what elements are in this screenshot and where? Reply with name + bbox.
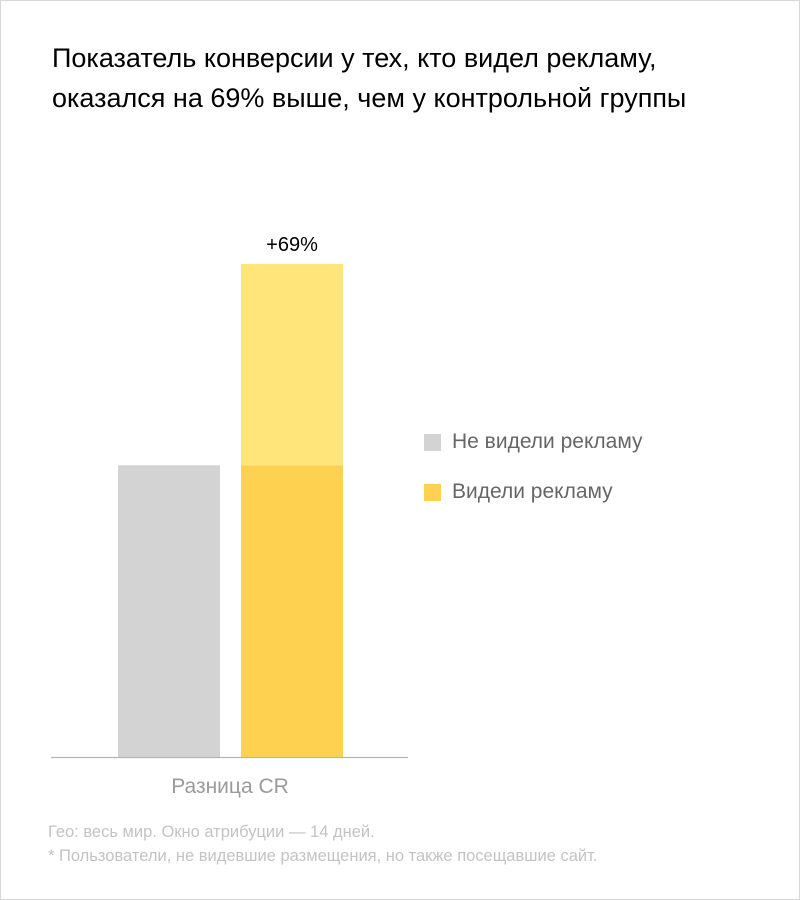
- footnote-geo: Гео: весь мир. Окно атрибуции — 14 дней.: [48, 823, 375, 841]
- chart-title: Показатель конверсии у тех, кто видел ре…: [52, 43, 687, 113]
- bar-seen-base: [241, 465, 343, 757]
- legend-swatch-not-seen: [424, 433, 441, 451]
- chart-legend: Не видели рекламу Видели рекламу: [424, 428, 643, 528]
- footnotes: Гео: весь мир. Окно атрибуции — 14 дней.…: [48, 820, 597, 868]
- uplift-data-label: +69%: [266, 234, 318, 256]
- legend-label-not-seen: Не видели рекламу: [452, 430, 643, 453]
- legend-item-seen: Видели рекламу: [424, 478, 643, 506]
- x-tick-label: Разница CR: [171, 775, 289, 798]
- footnote-control-group: * Пользователи, не видевшие размещения, …: [48, 847, 598, 865]
- legend-swatch-seen: [424, 483, 441, 501]
- legend-item-not-seen: Не видели рекламу: [424, 428, 643, 456]
- bar-control-group: [118, 465, 220, 757]
- bar-seen-uplift: [241, 264, 343, 466]
- legend-label-seen: Видели рекламу: [452, 480, 613, 503]
